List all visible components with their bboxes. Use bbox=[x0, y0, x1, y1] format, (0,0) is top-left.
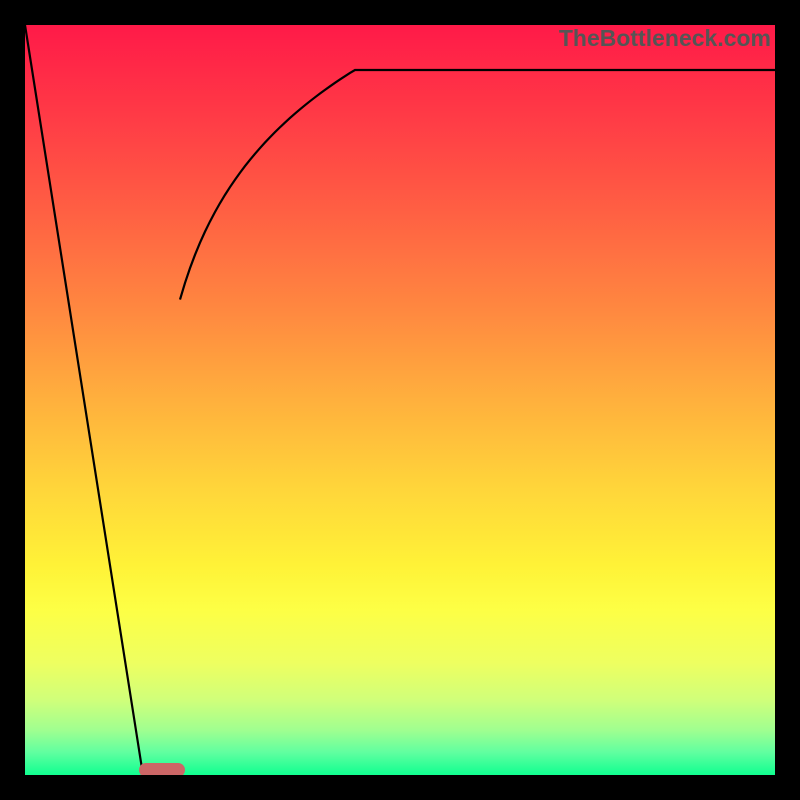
bottleneck-curve bbox=[25, 25, 775, 775]
watermark-text: TheBottleneck.com bbox=[559, 25, 771, 52]
chart-frame: TheBottleneck.com bbox=[0, 0, 800, 800]
plot-area: TheBottleneck.com bbox=[25, 25, 775, 775]
optimal-marker bbox=[139, 763, 185, 775]
